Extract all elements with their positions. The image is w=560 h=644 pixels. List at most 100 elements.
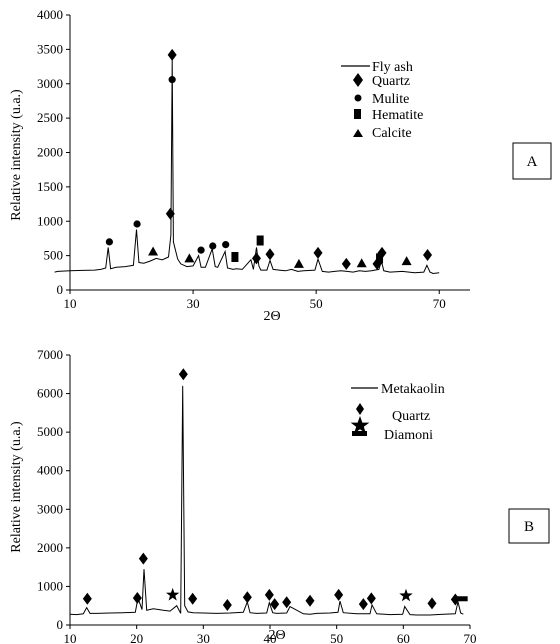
x-tick-label-b: 70 bbox=[464, 631, 477, 644]
legend-quartz-diamond-icon-b bbox=[356, 403, 364, 415]
legend-hematite-square-icon bbox=[354, 109, 361, 119]
marker-hematite-a bbox=[231, 252, 239, 262]
marker-quartz-a bbox=[165, 207, 175, 220]
x-tick-label-b: 20 bbox=[130, 631, 143, 644]
y-tick-label-a: 0 bbox=[57, 282, 64, 297]
plot-area-a bbox=[54, 59, 440, 275]
chart-panel-a: 0 500 1000 1500 2000 2500 3000 3500 4000 10 30 50 70… bbox=[9, 7, 552, 324]
y-tick-label-b: 4000 bbox=[37, 463, 63, 478]
y-tick-label-b: 3000 bbox=[37, 501, 63, 516]
marker-quartz-diamond-b bbox=[366, 592, 376, 605]
y-tick-label-a: 4000 bbox=[37, 7, 63, 22]
legend-label-quartz-b: Quartz bbox=[392, 409, 430, 424]
x-tick-label-a: 70 bbox=[433, 296, 446, 311]
marker-quartz-diamond-b bbox=[138, 552, 148, 565]
x-tick-label-b: 30 bbox=[197, 631, 210, 644]
axes-b: 0 1000 2000 3000 4000 5000 6000 7000 10 20 30 40 50 6… bbox=[37, 347, 477, 644]
y-tick-label-b: 0 bbox=[57, 617, 64, 632]
marker-mulite-a bbox=[209, 242, 217, 250]
legend-label-calcite: Calcite bbox=[372, 126, 412, 141]
y-axis-label-b: Relative intensity (u.a.) bbox=[9, 421, 24, 553]
y-tick-label-a: 2000 bbox=[37, 145, 63, 160]
marker-mulite-a bbox=[105, 238, 113, 246]
marker-quartz-a bbox=[423, 248, 433, 261]
legend-quartz-diamond-icon bbox=[353, 73, 363, 87]
y-tick-label-b: 5000 bbox=[37, 424, 63, 439]
marker-calcite-a bbox=[184, 253, 195, 263]
x-tick-label-a: 50 bbox=[310, 296, 323, 311]
marker-mulite-a bbox=[133, 220, 141, 228]
y-tick-label-a: 1500 bbox=[37, 179, 63, 194]
legend-mulite-circle-icon bbox=[354, 94, 362, 102]
x-tick-label-b: 50 bbox=[330, 631, 343, 644]
x-tick-label-a: 30 bbox=[187, 296, 200, 311]
marker-quartz-diamond-b bbox=[305, 594, 315, 607]
x-tick-label-b: 10 bbox=[64, 631, 77, 644]
series-line-metakaolin bbox=[69, 385, 464, 616]
legend-label-quartz: Quartz bbox=[372, 74, 410, 89]
marker-quartz-a bbox=[265, 248, 275, 261]
y-tick-label-b: 1000 bbox=[37, 578, 63, 593]
series-line-fly-ash bbox=[54, 59, 440, 275]
marker-mulite-a bbox=[168, 76, 176, 84]
chart-panel-b: 0 1000 2000 3000 4000 5000 6000 7000 10 20 30 40 50 6… bbox=[9, 347, 550, 644]
marker-quartz-diamond-b bbox=[282, 596, 292, 609]
marker-quartz-star-b bbox=[399, 588, 413, 602]
marker-layer-b bbox=[82, 368, 468, 611]
y-tick-label-a: 1000 bbox=[37, 213, 63, 228]
marker-quartz-diamond-b bbox=[264, 588, 274, 601]
marker-layer-a bbox=[105, 48, 433, 270]
legend-a: Fly ash Quartz Mulite Hematite Calcite bbox=[341, 60, 423, 141]
marker-quartz-diamond-b bbox=[242, 591, 252, 604]
marker-quartz-diamond-b bbox=[188, 592, 198, 605]
marker-quartz-diamond-b bbox=[178, 368, 188, 381]
legend-label-fly-ash: Fly ash bbox=[372, 60, 413, 75]
marker-mulite-a bbox=[222, 241, 230, 249]
legend-label-metakaolin: Metakaolin bbox=[381, 382, 445, 397]
marker-quartz-diamond-b bbox=[427, 597, 437, 610]
x-axis-label-b: 2Θ bbox=[268, 628, 285, 643]
legend-b: Metakaolin Quartz Diamoni bbox=[350, 382, 445, 443]
x-tick-label-a: 10 bbox=[64, 296, 77, 311]
marker-quartz-diamond-b bbox=[132, 592, 142, 604]
y-tick-label-b: 7000 bbox=[37, 347, 63, 362]
marker-calcite-a bbox=[401, 256, 412, 266]
marker-hematite-a bbox=[376, 253, 384, 264]
legend-calcite-triangle-icon bbox=[353, 129, 363, 137]
marker-quartz-a bbox=[251, 252, 261, 265]
panel-label-box-b bbox=[508, 508, 550, 544]
x-tick-label-b: 60 bbox=[397, 631, 410, 644]
x-axis-label-a: 2Θ bbox=[263, 309, 280, 324]
marker-quartz-a bbox=[167, 48, 177, 61]
legend-diamoni-bar-icon bbox=[352, 431, 367, 436]
marker-hematite-a bbox=[256, 235, 264, 246]
marker-calcite-a bbox=[356, 258, 367, 268]
marker-quartz-diamond-b bbox=[270, 598, 280, 611]
plot-area-b bbox=[69, 385, 464, 616]
y-tick-label-a: 3500 bbox=[37, 41, 63, 56]
x-tick-label-b: 40 bbox=[264, 631, 277, 644]
panel-label-box-a bbox=[512, 142, 552, 180]
marker-quartz-star-b bbox=[166, 587, 180, 601]
legend-quartz-star-icon bbox=[350, 416, 370, 434]
panel-label-a: A bbox=[527, 154, 538, 170]
marker-calcite-a bbox=[293, 258, 304, 268]
y-tick-label-a: 2500 bbox=[37, 110, 63, 125]
y-axis-label-a: Relative intensity (u.a.) bbox=[9, 89, 24, 221]
legend-label-hematite: Hematite bbox=[372, 108, 423, 123]
panel-label-b: B bbox=[524, 519, 534, 535]
marker-quartz-diamond-b bbox=[334, 588, 344, 601]
marker-quartz-diamond-b bbox=[82, 592, 92, 605]
y-tick-label-a: 500 bbox=[44, 248, 64, 263]
marker-mulite-a bbox=[197, 246, 205, 254]
legend-label-diamoni: Diamoni bbox=[384, 428, 433, 443]
y-tick-label-b: 6000 bbox=[37, 386, 63, 401]
y-tick-label-b: 2000 bbox=[37, 540, 63, 555]
marker-diamoni-b bbox=[453, 596, 468, 602]
legend-label-mulite: Mulite bbox=[372, 92, 409, 107]
marker-quartz-a bbox=[313, 246, 323, 259]
marker-calcite-a bbox=[148, 246, 159, 256]
marker-quartz-diamond-b bbox=[358, 598, 368, 611]
marker-quartz-diamond-b bbox=[222, 598, 232, 611]
